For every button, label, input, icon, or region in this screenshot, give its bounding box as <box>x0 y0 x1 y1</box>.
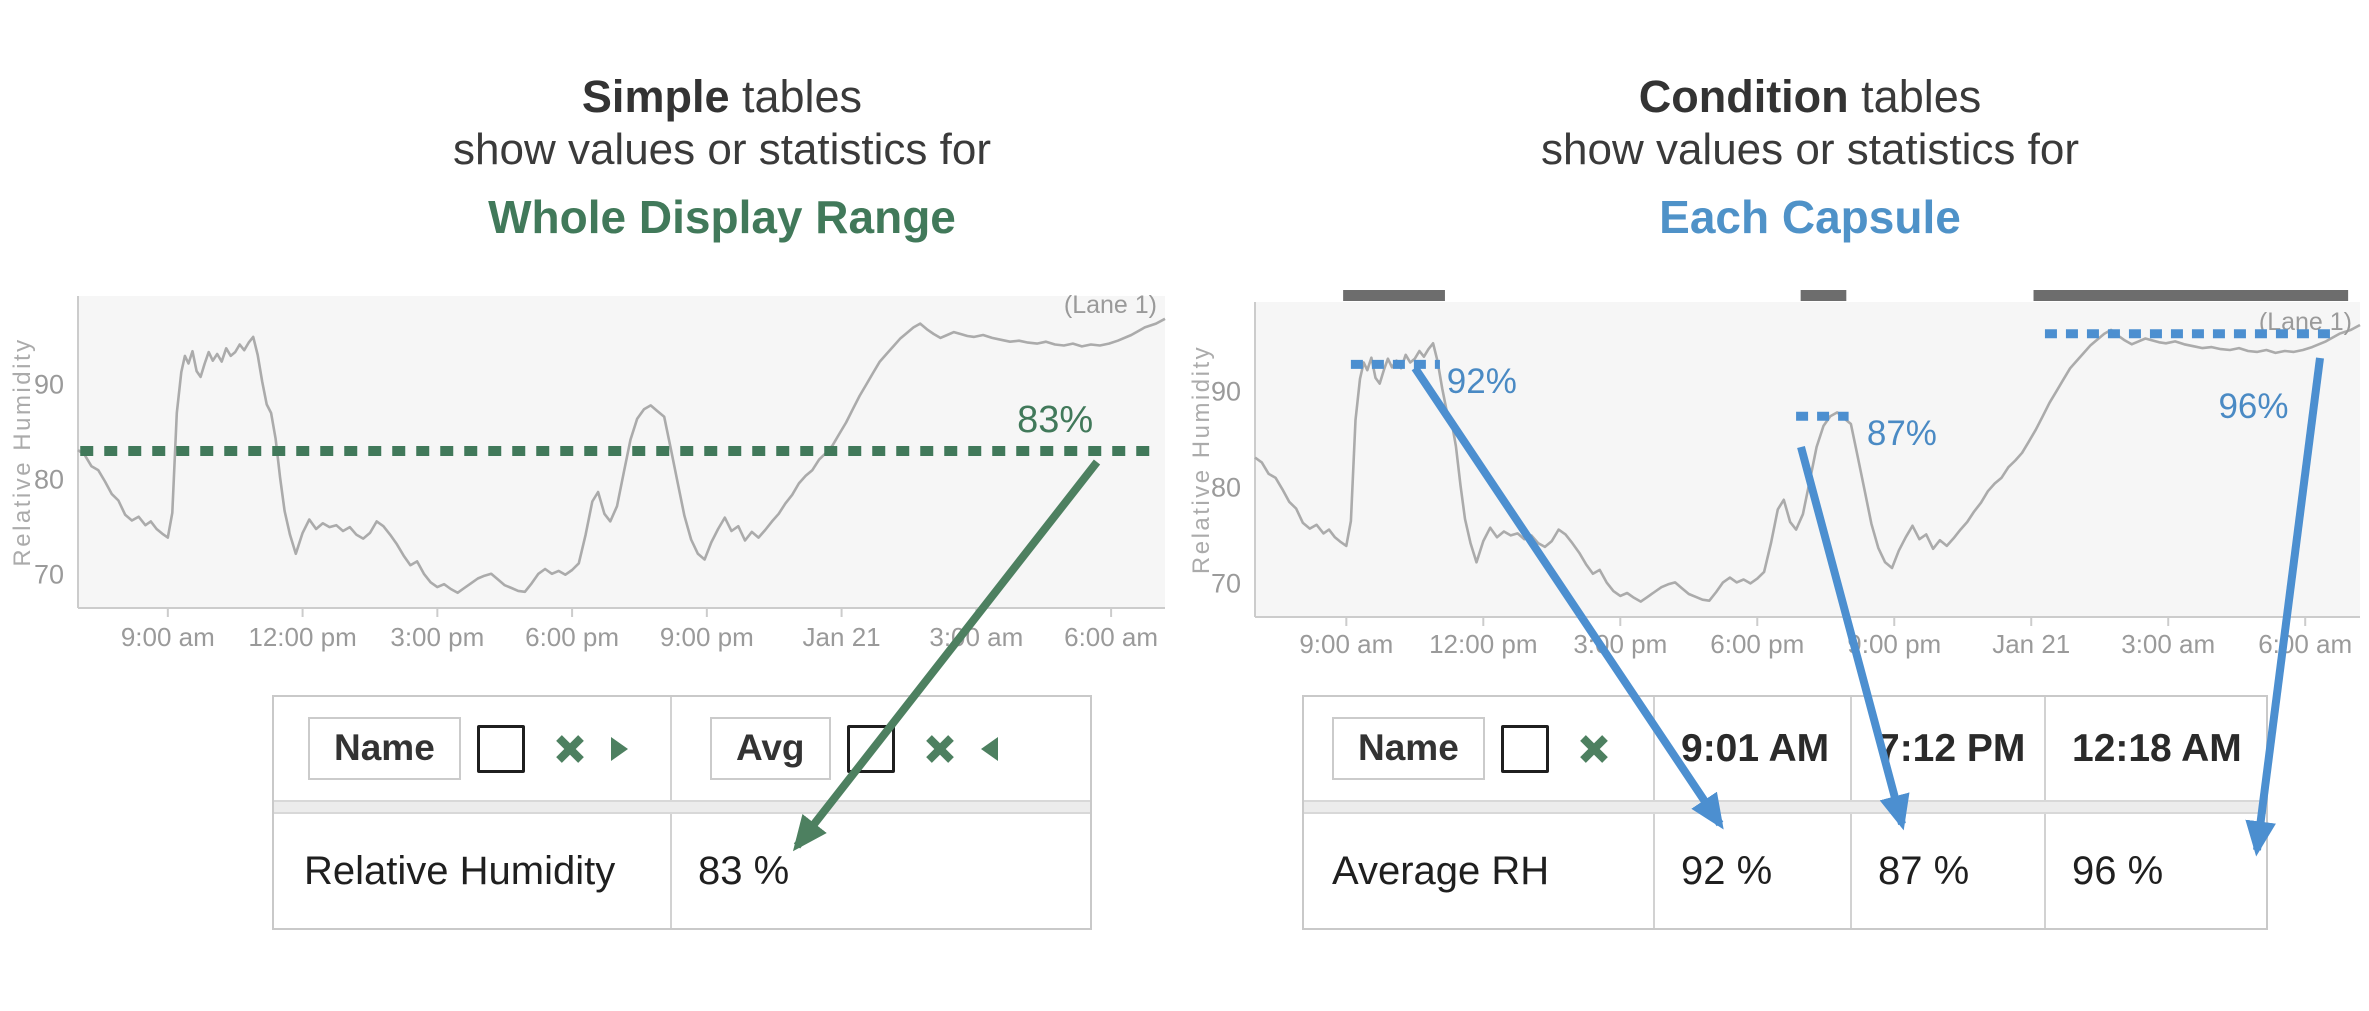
svg-text:3:00 pm: 3:00 pm <box>390 622 484 652</box>
condition-tables-heading: Condition tables show values or statisti… <box>1360 70 2260 244</box>
name-header-cell: Name <box>1304 697 1655 800</box>
svg-text:3:00 am: 3:00 am <box>929 622 1023 652</box>
whole-display-range-label: Whole Display Range <box>488 191 956 243</box>
name-column-checkbox[interactable] <box>1500 724 1549 773</box>
heading-line2: show values or statistics for <box>1541 125 2079 174</box>
svg-text:90: 90 <box>34 369 64 399</box>
svg-text:70: 70 <box>34 560 64 590</box>
capsule3-value-cell: 96 % <box>2072 848 2164 893</box>
svg-text:9:00 am: 9:00 am <box>121 622 215 652</box>
capsule3-header-cell: 12:18 AM <box>2072 726 2242 770</box>
heading-emphasis: Condition <box>1638 71 1849 122</box>
svg-text:80: 80 <box>1211 472 1241 502</box>
condition-table: Name 9:01 AM 7:12 PM 12:18 AM Average RH <box>1302 695 2268 930</box>
svg-text:(Lane 1): (Lane 1) <box>1064 291 1157 319</box>
remove-name-column-icon[interactable] <box>1579 734 1609 764</box>
avg-column-button[interactable]: Avg <box>710 717 831 780</box>
svg-text:96%: 96% <box>2218 387 2288 426</box>
svg-text:6:00 am: 6:00 am <box>1064 622 1158 652</box>
svg-text:9:00 am: 9:00 am <box>1299 629 1393 659</box>
capsule1-header-cell: 9:01 AM <box>1655 697 1852 800</box>
table-row: Average RH 92 % 87 % 96 % <box>1304 814 2266 928</box>
svg-text:12:00 pm: 12:00 pm <box>1429 629 1537 659</box>
name-header-cell: Name <box>274 697 672 800</box>
move-column-right-icon[interactable] <box>610 736 628 761</box>
svg-text:Jan 21: Jan 21 <box>1992 629 2070 659</box>
table-row: Relative Humidity 83 % <box>274 814 1090 928</box>
avg-value-cell: 83 % <box>698 848 790 893</box>
heading-line2: show values or statistics for <box>453 125 991 174</box>
svg-text:92%: 92% <box>1447 362 1517 401</box>
heading-line1: Simple tables <box>581 71 863 122</box>
capsule1-value-cell: 92 % <box>1655 814 1852 928</box>
signal-name-cell: Relative Humidity <box>274 814 672 928</box>
name-column-button[interactable]: Name <box>1332 717 1485 780</box>
name-column-checkbox[interactable] <box>476 724 525 773</box>
svg-text:Jan 21: Jan 21 <box>803 622 881 652</box>
svg-text:6:00 pm: 6:00 pm <box>525 622 619 652</box>
trend-chart-left: 9:00 am 12:00 pm 3:00 pm 6:00 pm 9:00 pm Jan … <box>9 291 1166 652</box>
avg-column-checkbox[interactable] <box>846 724 895 773</box>
svg-text:3:00 am: 3:00 am <box>2121 629 2215 659</box>
capsule2-header-cell: 7:12 PM <box>1852 697 2046 800</box>
simple-table: Name Avg <box>272 695 1092 930</box>
trend-chart-right: 9:00 am 12:00 pm 3:00 pm 6:00 pm 9:00 pm Jan … <box>1188 290 2361 659</box>
svg-text:6:00 am: 6:00 am <box>2258 629 2352 659</box>
svg-text:70: 70 <box>1211 568 1241 598</box>
heading-line1: Condition tables <box>1638 71 1982 122</box>
heading-emphasis: Simple <box>581 71 730 122</box>
svg-text:3:00 pm: 3:00 pm <box>1573 629 1667 659</box>
svg-text:12:00 pm: 12:00 pm <box>248 622 356 652</box>
remove-avg-column-icon[interactable] <box>925 734 955 764</box>
svg-text:Relative Humidity: Relative Humidity <box>9 337 36 566</box>
table-header-separator <box>1304 800 2266 814</box>
table-header-separator <box>274 800 1090 814</box>
simple-table-header-row: Name Avg <box>274 697 1090 800</box>
svg-text:9:00 pm: 9:00 pm <box>660 622 754 652</box>
svg-text:9:00 pm: 9:00 pm <box>1847 629 1941 659</box>
capsule2-value-cell: 87 % <box>1852 814 2046 928</box>
each-capsule-label: Each Capsule <box>1659 191 1961 243</box>
avg-header-cell: Avg <box>672 697 1090 800</box>
svg-text:90: 90 <box>1211 376 1241 406</box>
svg-text:80: 80 <box>34 465 64 495</box>
condition-table-header-row: Name 9:01 AM 7:12 PM 12:18 AM <box>1304 697 2266 800</box>
svg-text:Relative Humidity: Relative Humidity <box>1188 345 1215 574</box>
signal-name-cell: Average RH <box>1304 814 1655 928</box>
svg-text:83%: 83% <box>1017 399 1093 441</box>
simple-tables-heading: Simple tables show values or statistics … <box>272 70 1172 244</box>
move-column-left-icon[interactable] <box>980 736 998 761</box>
svg-text:87%: 87% <box>1867 414 1937 453</box>
name-column-button[interactable]: Name <box>308 717 461 780</box>
svg-text:6:00 pm: 6:00 pm <box>1710 629 1804 659</box>
remove-name-column-icon[interactable] <box>555 734 585 764</box>
